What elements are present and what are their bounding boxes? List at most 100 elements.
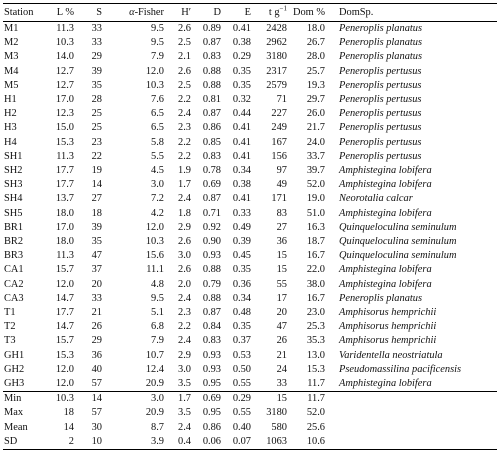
h-prime-cell: 2.5 [178, 37, 191, 49]
alpha-fisher-cell: 10.3 [145, 236, 164, 248]
col-header-e: E [244, 7, 251, 18]
table-row: SH4 13.7 27 7.2 2.4 0.87 0.41 171 19.0 Neorotalia… [3, 192, 497, 206]
l-pct-cell: 17.7 [55, 179, 74, 191]
table-body: M1 11.3 33 9.5 2.6 0.89 0.41 2428 18.0 Peneroplis… [3, 22, 497, 392]
e-cell: 0.33 [232, 207, 251, 219]
table-row: GH1 15.3 36 10.7 2.9 0.93 0.53 21 13.0 Varidentel… [3, 349, 497, 363]
s-cell: 29 [91, 335, 102, 347]
dom-pct-cell: 26.0 [306, 108, 325, 120]
h-prime-cell: 3.0 [178, 363, 191, 375]
h-prime-cell: 1.8 [178, 207, 191, 219]
dom-pct-cell: 19.0 [306, 193, 325, 205]
table-row: H3 15.0 25 6.5 2.3 0.86 0.41 249 21.7 Peneroplis … [3, 121, 497, 135]
s-cell: 35 [91, 79, 102, 91]
tg-cell: 26 [276, 335, 287, 347]
l-pct-cell: 17.0 [55, 221, 74, 233]
table-row: M5 12.7 35 10.3 2.5 0.88 0.35 2579 19.3 Peneropli… [3, 79, 497, 93]
h-prime-cell: 2.5 [178, 79, 191, 91]
dom-pct-cell: 22.0 [306, 264, 325, 276]
h-prime-cell: 2.2 [178, 94, 191, 106]
e-cell: 0.41 [232, 136, 251, 148]
dom-pct-cell: 52.0 [306, 407, 325, 419]
dom-sp-cell [325, 421, 497, 435]
l-pct-cell: 14.7 [55, 321, 74, 333]
dom-pct-cell: 39.7 [306, 165, 325, 177]
e-cell: 0.44 [232, 108, 251, 120]
s-cell: 10 [74, 434, 102, 451]
table-row: BR3 11.3 47 15.6 3.0 0.93 0.45 15 16.7 Quinqueloc… [3, 249, 497, 263]
d-cell: 0.78 [202, 165, 221, 177]
h-prime-cell: 2.9 [178, 221, 191, 233]
dom-pct-cell: 18.0 [306, 23, 325, 34]
d-cell: 0.86 [202, 421, 221, 433]
dom-pct-cell: 23.0 [306, 307, 325, 319]
h-prime-cell: 2.4 [178, 193, 191, 205]
alpha-fisher-cell: 7.2 [151, 193, 164, 205]
h-prime-cell: 0.4 [164, 434, 191, 451]
col-header-d: D [213, 7, 221, 18]
col-header-h-prime: H′ [181, 7, 191, 18]
l-pct-cell: 12.0 [55, 363, 74, 375]
alpha-fisher-cell: 9.5 [151, 37, 164, 49]
dom-pct-cell: 18.7 [306, 236, 325, 248]
e-cell: 0.07 [221, 434, 251, 451]
e-cell: 0.55 [232, 407, 251, 419]
dom-pct-cell: 38.0 [306, 278, 325, 290]
dom-pct-cell: 11.7 [307, 378, 325, 390]
d-cell: 0.83 [202, 335, 221, 347]
h-prime-cell: 2.6 [178, 264, 191, 276]
s-cell: 39 [91, 65, 102, 77]
station-cell: CA3 [4, 292, 24, 304]
tg-base: t g [268, 7, 280, 18]
tg-cell: 15 [276, 264, 287, 276]
d-cell: 0.69 [202, 179, 221, 191]
d-cell: 0.93 [202, 250, 221, 262]
dom-pct-cell: 33.7 [306, 150, 325, 162]
alpha-fisher-cell: 8.7 [151, 421, 164, 433]
e-cell: 0.29 [232, 51, 251, 63]
h-prime-cell: 2.6 [178, 23, 191, 34]
dom-sp-cell: Amphisorus hemprichii [339, 335, 437, 347]
d-cell: 0.88 [202, 292, 221, 304]
l-pct-cell: 17.0 [55, 94, 74, 106]
tg-cell: 2579 [266, 79, 287, 91]
l-pct-cell: 14.7 [55, 292, 74, 304]
d-cell: 0.06 [191, 434, 221, 451]
alpha-fisher-cell: 12.4 [145, 363, 164, 375]
d-cell: 0.93 [202, 363, 221, 375]
e-cell: 0.32 [232, 94, 251, 106]
l-pct-cell: 14.0 [55, 51, 74, 63]
station-cell: SH5 [4, 207, 23, 219]
table-row: GH2 12.0 40 12.4 3.0 0.93 0.50 24 15.3 Pseudomass… [3, 363, 497, 377]
dom-pct-cell: 16.7 [306, 292, 325, 304]
alpha-fisher-cell: 5.1 [151, 307, 164, 319]
s-cell: 25 [91, 108, 102, 120]
tg-cell: 17 [276, 292, 287, 304]
s-cell: 37 [91, 264, 102, 276]
station-cell: M1 [4, 23, 19, 34]
e-cell: 0.35 [232, 264, 251, 276]
dom-sp-cell [325, 391, 497, 407]
station-cell: M2 [4, 37, 19, 49]
table-row: CA1 15.7 37 11.1 2.6 0.88 0.35 15 22.0 Amphistegi… [3, 263, 497, 277]
e-cell: 0.53 [232, 349, 251, 361]
col-header-dom-sp: DomSp. [339, 7, 374, 18]
dom-sp-cell: Peneroplis pertusus [339, 122, 422, 134]
d-cell: 0.83 [202, 150, 221, 162]
station-cell: Min [3, 391, 44, 407]
alpha-fisher-cell: 4.2 [151, 207, 164, 219]
alpha-fisher-cell: 12.0 [145, 221, 164, 233]
l-pct-cell: 18.0 [55, 236, 74, 248]
h-prime-cell: 2.0 [178, 278, 191, 290]
summary-row: SD 2 10 3.9 0.4 0.06 0.07 1063 10.6 [3, 434, 497, 451]
table-row: H1 17.0 28 7.6 2.2 0.81 0.32 71 29.7 Peneroplis p… [3, 93, 497, 107]
table-row: H2 12.3 25 6.5 2.4 0.87 0.44 227 26.0 Peneroplis … [3, 107, 497, 121]
station-cell: T2 [4, 321, 16, 333]
dom-sp-cell: Quinqueloculina seminulum [339, 236, 457, 248]
d-cell: 0.87 [202, 37, 221, 49]
table-row: BR1 17.0 39 12.0 2.9 0.92 0.49 27 16.3 Quinqueloc… [3, 221, 497, 235]
station-cell: SD [3, 434, 44, 451]
station-cell: H1 [4, 94, 17, 106]
e-cell: 0.29 [221, 391, 251, 407]
s-cell: 22 [91, 150, 102, 162]
